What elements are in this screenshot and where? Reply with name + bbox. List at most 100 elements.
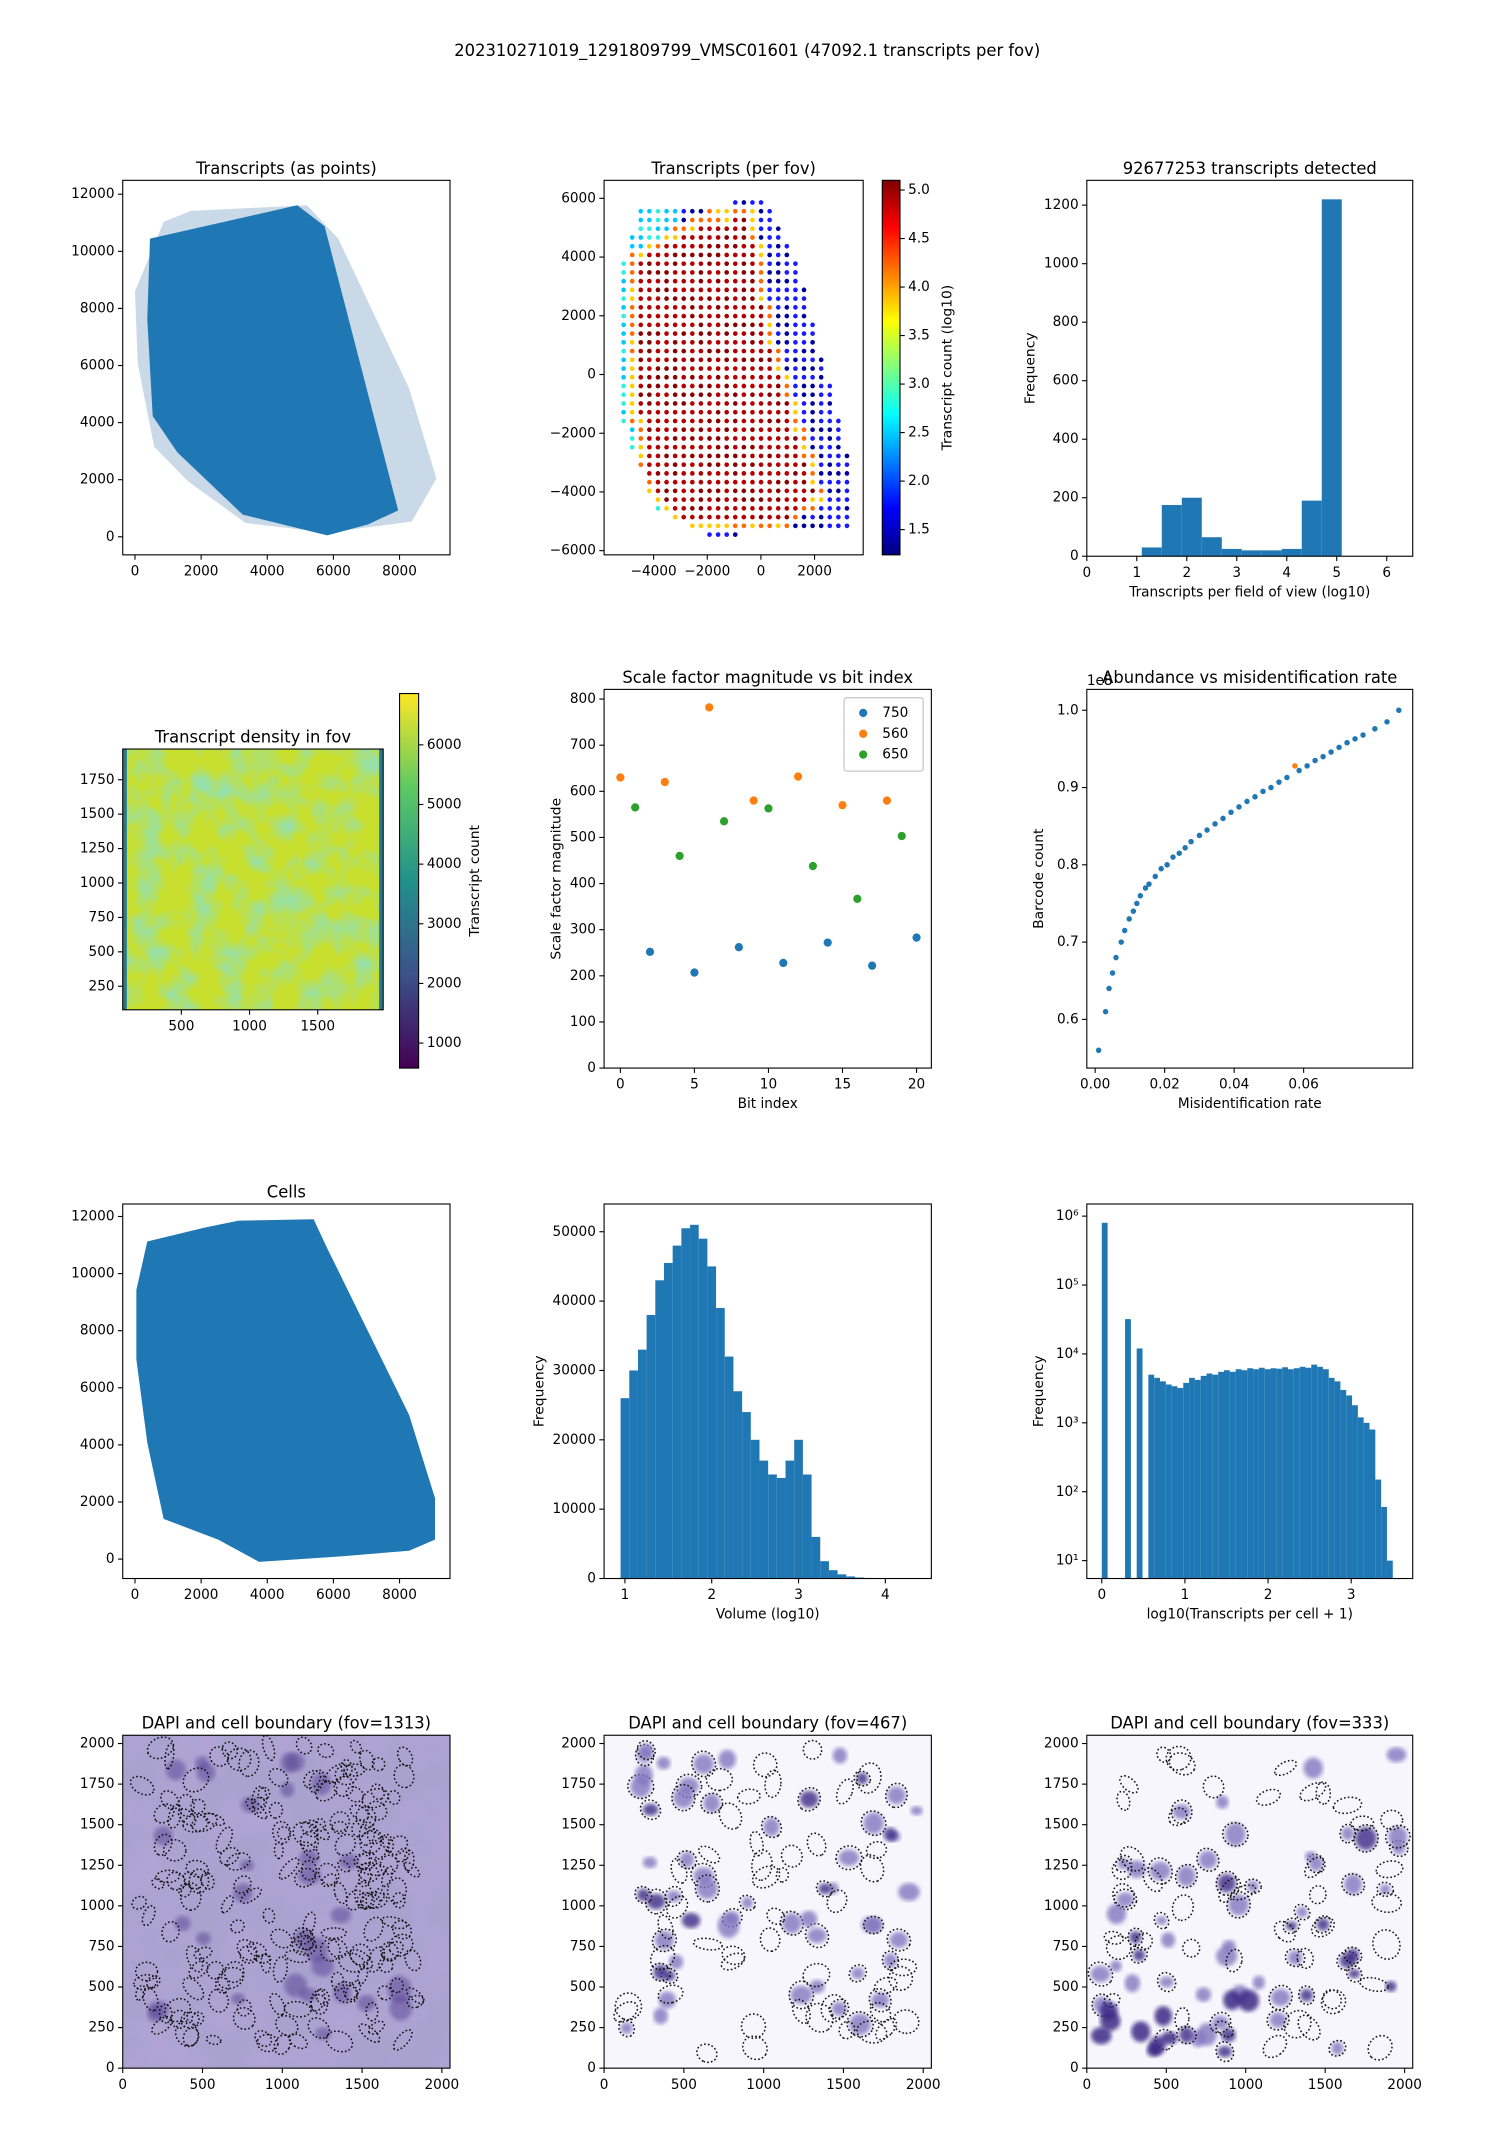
cell-boundary <box>1130 1946 1149 1964</box>
histogram-bar <box>1241 1370 1248 1579</box>
fov-dot <box>741 348 747 354</box>
fov-dot <box>690 313 695 319</box>
scatter-point <box>1204 827 1210 833</box>
fov-dot <box>801 479 807 485</box>
fov-dot <box>715 427 721 433</box>
cell-boundary <box>193 1946 213 1960</box>
fov-dot <box>707 313 712 319</box>
fov-dot <box>690 427 695 433</box>
fov-dot <box>827 497 833 502</box>
histogram-bar <box>716 1308 725 1579</box>
fov-dot <box>801 348 807 354</box>
histogram-bar <box>1241 550 1262 557</box>
x-tick-label: 0 <box>616 1077 625 1093</box>
fov-dot <box>707 383 712 389</box>
fov-dot <box>758 200 764 205</box>
fov-dot <box>724 270 730 275</box>
fov-dot <box>698 252 704 258</box>
scatter-point <box>616 773 625 782</box>
fov-dot <box>767 506 772 511</box>
fov-dot <box>732 357 738 363</box>
fov-dot <box>818 514 824 520</box>
cell-boundary <box>802 1962 831 1988</box>
nucleus <box>866 1917 881 1933</box>
nucleus <box>1223 1990 1241 2011</box>
fov-dot <box>801 392 807 398</box>
fov-dot <box>767 235 772 240</box>
y-tick-label: 100 <box>570 1014 596 1030</box>
fov-dot <box>724 313 730 319</box>
fov-dot <box>690 339 695 345</box>
fov-dot <box>672 339 678 345</box>
fov-dot <box>647 462 652 468</box>
fov-dot <box>724 427 730 433</box>
y-tick-label: 4000 <box>80 1437 115 1453</box>
fov-dot <box>724 401 730 406</box>
cell-boundary <box>1112 1883 1135 1908</box>
scatter-point <box>734 943 743 952</box>
fov-dot <box>750 523 755 529</box>
cell-boundary <box>1142 1867 1164 1893</box>
fov-dot <box>775 479 781 485</box>
x-tick-label: 3 <box>1232 565 1241 581</box>
fov-dot <box>767 366 772 371</box>
fov-dot <box>784 331 790 336</box>
fov-dot <box>638 208 644 214</box>
histogram-bar <box>750 1439 760 1579</box>
cell-boundary <box>759 1927 781 1953</box>
fov-dot <box>810 436 815 441</box>
fov-dot <box>629 243 635 249</box>
y-tick-label: 0.6 <box>1057 1011 1079 1027</box>
plot-area <box>122 749 384 1010</box>
colorbar-tick-label: 3.5 <box>908 327 930 343</box>
fov-dot <box>621 383 626 389</box>
cell-boundary <box>227 1747 252 1772</box>
fov-dot <box>715 252 721 258</box>
fov-dot <box>784 401 790 406</box>
cell-boundary <box>1268 1984 1293 2011</box>
x-tick-label: 5 <box>690 1077 699 1093</box>
cell-boundary <box>320 1927 347 1940</box>
y-tick-label: 4000 <box>80 415 115 431</box>
colorbar-label: Transcript count (log10) <box>940 285 956 452</box>
fov-dot <box>715 506 721 511</box>
fov-dot <box>801 497 807 502</box>
fov-dot <box>775 357 781 363</box>
fov-dot <box>672 409 678 415</box>
cell-boundary <box>885 1782 908 1809</box>
fov-dot <box>672 287 678 293</box>
fov-dot <box>810 374 815 380</box>
fov-dot <box>629 357 635 363</box>
cell-boundary <box>634 1743 655 1767</box>
cell-boundary <box>1168 1807 1188 1827</box>
scatter-point <box>779 958 788 968</box>
colorbar-tick-label: 6000 <box>427 737 462 753</box>
histogram-bar <box>1148 1374 1155 1579</box>
fov-dot <box>793 261 798 267</box>
nucleus <box>1385 1981 1397 1992</box>
cell-boundary <box>365 1893 381 1909</box>
y-tick-label: 500 <box>1053 1979 1079 1995</box>
fov-dot <box>784 374 790 380</box>
fov-dot <box>793 444 798 450</box>
nucleus <box>1304 1851 1317 1862</box>
fov-dot <box>698 479 704 485</box>
histogram-bar <box>837 1574 847 1579</box>
cell-boundary <box>393 1763 415 1789</box>
fov-dot <box>647 278 652 284</box>
fov-dot <box>647 305 652 310</box>
cell-boundary <box>153 1833 173 1856</box>
fov-dot <box>681 243 687 249</box>
fov-dot <box>638 252 644 258</box>
fov-dot <box>810 488 815 494</box>
fov-dot <box>784 243 790 249</box>
fov-dot <box>767 261 772 267</box>
x-tick-label: 1500 <box>826 2077 861 2093</box>
cell-boundary <box>160 1790 180 1810</box>
cell-boundary <box>292 1821 319 1847</box>
fov-dot <box>732 261 738 267</box>
fov-dot <box>664 488 669 494</box>
fov-dot <box>672 479 678 485</box>
fov-dot <box>784 471 790 476</box>
fov-dot <box>750 313 755 319</box>
